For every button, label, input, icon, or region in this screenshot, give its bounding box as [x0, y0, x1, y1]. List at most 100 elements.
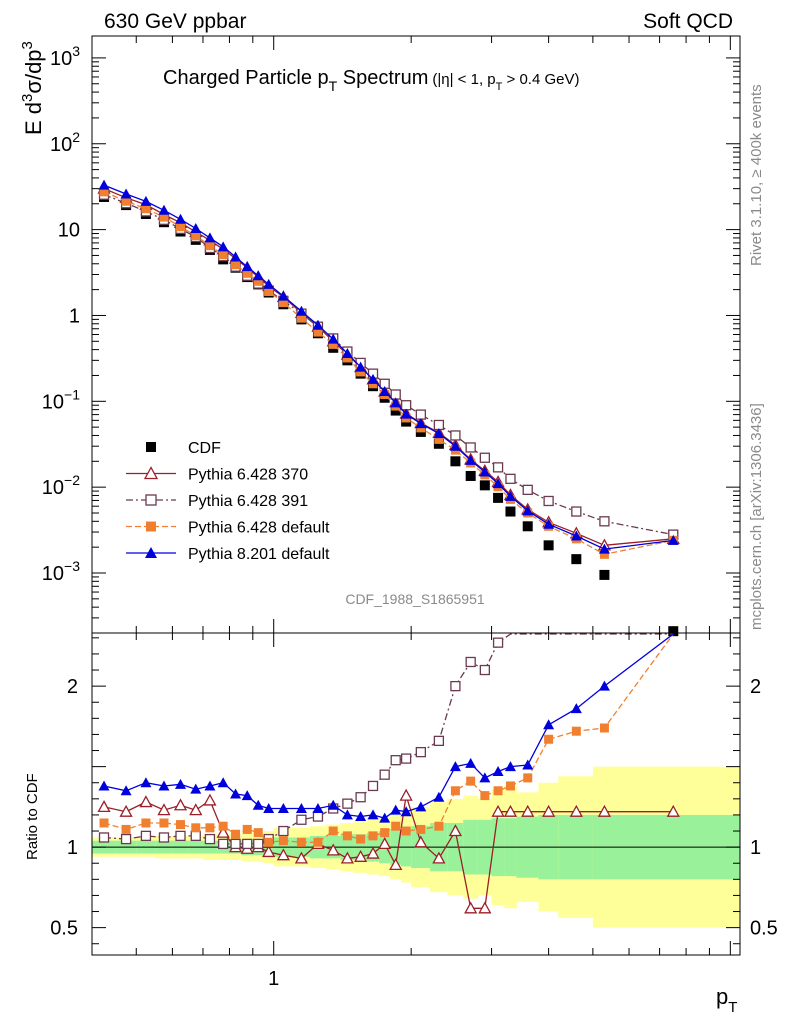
main-y-tick-label: 10	[58, 220, 80, 242]
ratio-point-pythia-8-201-default	[479, 772, 491, 783]
ratio-point-pythia-6-428-370	[478, 901, 492, 914]
data-point-pythia-8-201-default	[379, 386, 391, 397]
main-y-axis-label: E d3σ/dp3	[19, 41, 46, 135]
legend-marker	[143, 466, 159, 480]
ratio-y-tick-label-right: 0.5	[750, 918, 778, 940]
ratio-point-pythia-6-428-default	[176, 820, 186, 830]
ratio-point-pythia-8-201-default	[400, 806, 412, 817]
data-point-pythia-8-201-default	[390, 397, 402, 408]
data-point-cdf	[668, 626, 679, 637]
ratio-y-tick-label-right: 2	[750, 676, 761, 698]
ratio-point-pythia-6-428-370	[491, 804, 505, 817]
ratio-point-pythia-6-428-370	[189, 803, 203, 816]
ratio-point-pythia-6-428-391	[379, 769, 390, 780]
ratio-point-pythia-6-428-370	[521, 804, 535, 817]
data-point-pythia-6-428-default	[205, 241, 215, 251]
ratio-point-pythia-6-428-391	[296, 814, 307, 825]
data-point-pythia-8-201-default	[277, 290, 289, 301]
ratio-point-pythia-8-201-default	[543, 719, 555, 730]
ratio-series-pythia-8-201-default	[98, 633, 674, 823]
ratio-point-pythia-6-428-391	[190, 830, 201, 842]
ratio-point-pythia-8-201-default	[341, 809, 353, 820]
main-y-tick-label: 103	[50, 43, 80, 70]
ratio-point-pythia-6-428-default	[218, 821, 228, 831]
plot-title: Charged Particle pT Spectrum (|η| < 1, pT…	[163, 67, 579, 94]
legend-label: Pythia 6.428 370	[188, 467, 308, 484]
data-point-pythia-8-201-default	[433, 428, 445, 439]
x-tick-label: 1	[268, 968, 279, 990]
header-left-label: 630 GeV ppbar	[104, 10, 246, 33]
data-point-pythia-8-201-default	[241, 261, 253, 272]
ratio-point-pythia-8-201-default	[217, 777, 229, 788]
data-point-pythia-8-201-default	[158, 204, 170, 215]
data-point-pythia-6-428-default	[159, 212, 169, 222]
series-line-pythia-6-428-391	[103, 194, 674, 536]
ratio-point-pythia-6-428-370	[378, 837, 392, 850]
ratio-point-pythia-6-428-default	[356, 834, 366, 844]
data-point-pythia-6-428-default	[121, 196, 131, 206]
data-point-pythia-8-201-default	[190, 223, 202, 234]
data-point-pythia-6-428-default	[176, 222, 186, 232]
ratio-y-tick-label-left: 1	[67, 837, 78, 859]
ratio-point-pythia-6-428-391	[367, 780, 379, 792]
data-point-pythia-6-428-default	[242, 268, 252, 278]
ratio-point-pythia-6-428-default	[523, 773, 533, 783]
ratio-point-pythia-6-428-391	[400, 753, 412, 764]
series-cdf	[99, 191, 679, 637]
data-point-cdf	[571, 554, 582, 565]
ratio-point-pythia-6-428-391	[242, 838, 253, 850]
ratio-point-pythia-8-201-default	[252, 799, 264, 810]
data-point-cdf	[522, 521, 533, 532]
ratio-point-pythia-6-428-391	[415, 746, 426, 758]
data-point-cdf	[599, 569, 610, 580]
ratio-point-pythia-6-428-370	[542, 804, 556, 817]
ratio-point-pythia-6-428-391	[140, 830, 152, 842]
ratio-point-pythia-6-428-391	[492, 637, 504, 648]
data-point-pythia-8-201-default	[667, 534, 679, 545]
ratio-point-pythia-6-428-391	[479, 664, 490, 676]
ratio-point-pythia-6-428-default	[380, 828, 390, 838]
main-y-tick-label: 10−1	[42, 386, 80, 413]
main-y-tick-label: 102	[50, 129, 80, 156]
ratio-point-pythia-8-201-default	[120, 785, 132, 796]
ratio-point-pythia-8-201-default	[367, 809, 379, 820]
ratio-point-pythia-6-428-default	[599, 723, 609, 733]
ratio-point-pythia-6-428-default	[231, 829, 241, 839]
data-point-pythia-6-428-default	[356, 367, 366, 377]
ratio-point-pythia-8-201-default	[158, 780, 170, 791]
ratio-point-pythia-8-201-default	[390, 804, 402, 815]
ratio-point-pythia-6-428-370	[157, 803, 171, 816]
ratio-point-pythia-6-428-391	[342, 798, 353, 809]
data-point-pythia-6-428-default	[296, 313, 306, 323]
data-point-pythia-8-201-default	[263, 278, 275, 289]
data-point-pythia-8-201-default	[355, 361, 367, 372]
ratio-point-pythia-8-201-default	[230, 788, 242, 799]
ratio-point-pythia-6-428-default	[141, 818, 151, 828]
data-point-pythia-8-201-default	[504, 490, 516, 501]
ratio-point-pythia-6-428-default	[205, 823, 215, 833]
ratio-point-pythia-8-201-default	[327, 799, 339, 810]
data-point-cdf	[465, 470, 476, 481]
data-point-pythia-6-428-default	[231, 260, 241, 270]
ratio-point-pythia-6-428-default	[159, 818, 169, 828]
ratio-series-pythia-6-428-391	[98, 633, 674, 850]
data-point-pythia-6-428-391	[465, 442, 476, 453]
ratio-point-pythia-6-428-370	[597, 804, 612, 817]
series-pythia-6-428-370	[97, 181, 680, 551]
ratio-point-pythia-6-428-default	[544, 734, 554, 744]
data-point-cdf	[479, 480, 490, 491]
ratio-point-pythia-6-428-default	[121, 824, 131, 834]
data-point-pythia-8-201-default	[465, 454, 477, 465]
data-point-pythia-6-428-391	[415, 409, 426, 420]
ratio-point-pythia-6-428-391	[98, 832, 110, 843]
data-point-pythia-8-201-default	[98, 179, 110, 190]
data-point-pythia-8-201-default	[230, 251, 242, 262]
ratio-point-pythia-6-428-370	[432, 851, 446, 864]
legend-label: CDF	[188, 440, 221, 457]
ratio-point-pythia-8-201-default	[98, 780, 110, 791]
data-point-pythia-6-428-391	[479, 452, 490, 463]
legend-entry-pythia-6-428-default: Pythia 6.428 default	[126, 520, 330, 537]
ratio-point-pythia-6-428-391	[312, 811, 324, 822]
legend-marker	[146, 442, 156, 452]
series-pythia-6-428-391	[98, 189, 679, 540]
